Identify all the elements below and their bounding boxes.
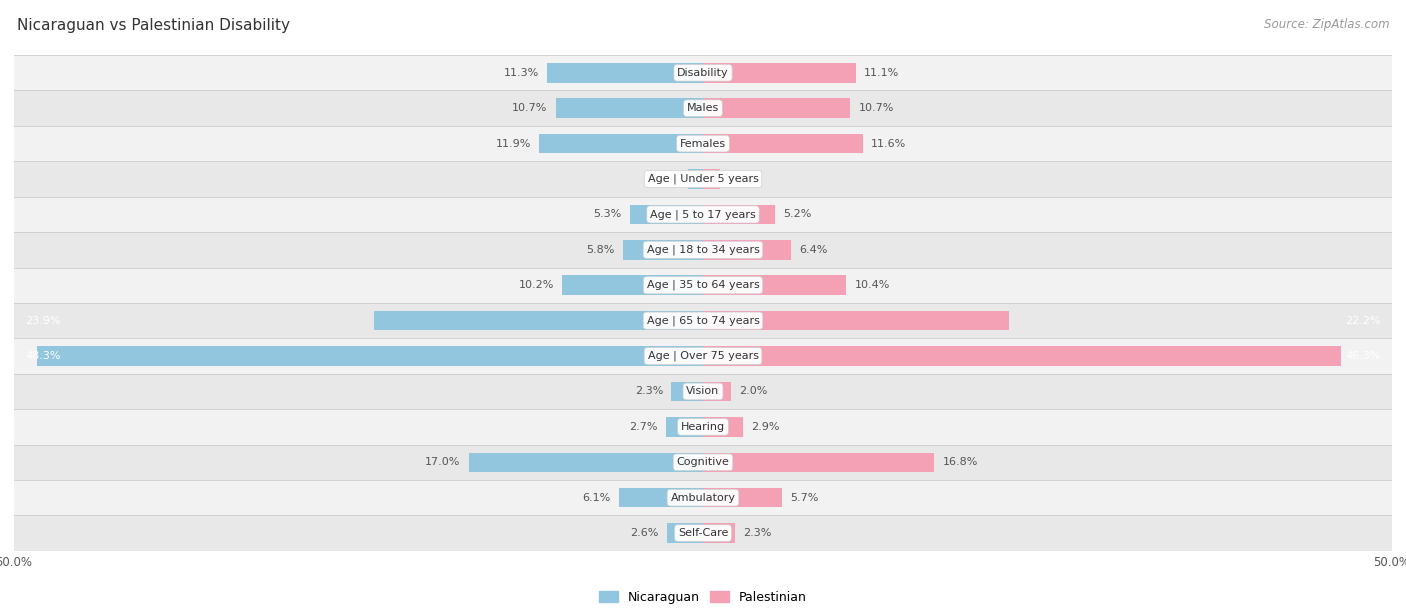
Text: 11.9%: 11.9% [495,138,531,149]
Bar [555,99,703,118]
Text: 1.1%: 1.1% [651,174,679,184]
Text: 10.4%: 10.4% [855,280,890,290]
Bar [703,170,720,188]
Text: 6.4%: 6.4% [800,245,828,255]
Text: Age | 5 to 17 years: Age | 5 to 17 years [650,209,756,220]
Text: 46.3%: 46.3% [1346,351,1381,361]
Bar [703,311,1010,330]
Bar [703,240,792,259]
Bar [38,346,703,366]
Legend: Nicaraguan, Palestinian: Nicaraguan, Palestinian [595,586,811,609]
Text: 2.6%: 2.6% [630,528,659,538]
Text: Vision: Vision [686,386,720,397]
Text: Age | Under 5 years: Age | Under 5 years [648,174,758,184]
Text: 11.1%: 11.1% [865,68,900,78]
Text: 2.7%: 2.7% [628,422,658,432]
Text: Age | Over 75 years: Age | Over 75 years [648,351,758,361]
Bar [619,488,703,507]
Text: Cognitive: Cognitive [676,457,730,468]
Bar [703,134,863,154]
Bar [14,480,1392,515]
Bar [14,196,1392,232]
Bar [623,240,703,259]
Bar [374,311,703,330]
Text: 10.7%: 10.7% [859,103,894,113]
Text: 48.3%: 48.3% [25,351,60,361]
Bar [668,523,703,543]
Text: 2.0%: 2.0% [738,386,768,397]
Text: 6.1%: 6.1% [582,493,610,502]
Text: Age | 65 to 74 years: Age | 65 to 74 years [647,315,759,326]
Bar [562,275,703,295]
Text: 5.7%: 5.7% [790,493,818,502]
Bar [14,55,1392,91]
Bar [703,417,742,436]
Bar [14,162,1392,196]
Bar [671,382,703,401]
Text: Nicaraguan vs Palestinian Disability: Nicaraguan vs Palestinian Disability [17,18,290,34]
Bar [630,204,703,224]
Bar [14,515,1392,551]
Text: Ambulatory: Ambulatory [671,493,735,502]
Text: 22.2%: 22.2% [1346,316,1381,326]
Text: Age | 18 to 34 years: Age | 18 to 34 years [647,245,759,255]
Text: Age | 35 to 64 years: Age | 35 to 64 years [647,280,759,291]
Bar [14,409,1392,444]
Text: Disability: Disability [678,68,728,78]
Bar [14,338,1392,374]
Bar [14,126,1392,162]
Bar [703,382,731,401]
Bar [703,488,782,507]
Text: 17.0%: 17.0% [425,457,461,468]
Text: 1.2%: 1.2% [728,174,756,184]
Bar [703,452,935,472]
Text: Hearing: Hearing [681,422,725,432]
Text: Males: Males [688,103,718,113]
Text: 2.9%: 2.9% [751,422,780,432]
Text: 2.3%: 2.3% [742,528,772,538]
Text: 5.8%: 5.8% [586,245,614,255]
Bar [703,275,846,295]
Text: Females: Females [681,138,725,149]
Text: 5.3%: 5.3% [593,209,621,220]
Bar [14,374,1392,409]
Bar [14,303,1392,338]
Bar [688,170,703,188]
Bar [14,267,1392,303]
Text: 10.2%: 10.2% [519,280,554,290]
Text: 11.3%: 11.3% [503,68,538,78]
Bar [703,63,856,83]
Bar [14,91,1392,126]
Bar [666,417,703,436]
Bar [547,63,703,83]
Text: 16.8%: 16.8% [943,457,979,468]
Bar [703,523,735,543]
Text: Self-Care: Self-Care [678,528,728,538]
Bar [538,134,703,154]
Text: 2.3%: 2.3% [634,386,664,397]
Bar [703,99,851,118]
Text: 10.7%: 10.7% [512,103,547,113]
Bar [14,444,1392,480]
Bar [703,204,775,224]
Text: 11.6%: 11.6% [872,138,907,149]
Text: 5.2%: 5.2% [783,209,811,220]
Bar [14,232,1392,267]
Bar [468,452,703,472]
Text: Source: ZipAtlas.com: Source: ZipAtlas.com [1264,18,1389,31]
Text: 23.9%: 23.9% [25,316,60,326]
Bar [703,346,1341,366]
